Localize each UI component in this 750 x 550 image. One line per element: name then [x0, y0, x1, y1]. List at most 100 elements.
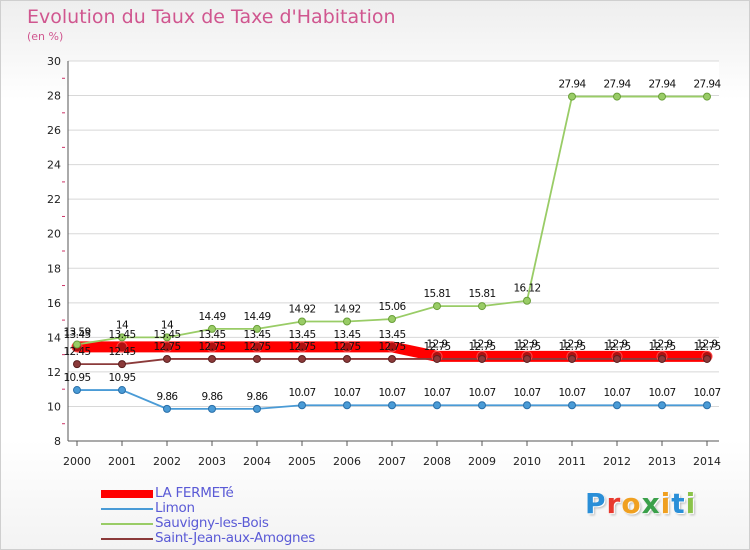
- data-label: 27.94: [693, 79, 721, 91]
- data-point: [343, 317, 351, 326]
- y-tick-label: 18: [47, 262, 61, 275]
- legend-swatch: [101, 523, 153, 525]
- x-tick-label: 2004: [243, 455, 271, 468]
- data-point: [298, 401, 306, 410]
- proxiti-logo: Proxiti: [585, 487, 696, 520]
- data-point: [251, 341, 263, 353]
- data-label: 10.07: [288, 387, 315, 399]
- data-label: 13.45: [63, 329, 90, 341]
- data-label: 13.45: [198, 329, 225, 341]
- data-point: [208, 354, 216, 363]
- data-label: 14.49: [198, 311, 225, 323]
- data-point: [613, 401, 621, 410]
- data-label: 13.45: [108, 329, 135, 341]
- data-label: 15.81: [423, 288, 450, 300]
- data-point: [298, 354, 306, 363]
- data-label: 27.94: [648, 79, 676, 91]
- y-tick-label: 30: [47, 55, 61, 68]
- data-label: 9.86: [157, 391, 179, 403]
- data-point: [568, 92, 576, 101]
- legend-swatch: [101, 538, 153, 540]
- data-point: [163, 333, 171, 342]
- plot-area: [68, 61, 719, 441]
- data-label: 10.95: [108, 372, 135, 384]
- logo-letter: t: [671, 487, 686, 520]
- data-label: 12.75: [198, 341, 225, 353]
- data-label: 12.75: [243, 341, 270, 353]
- data-label: 13.45: [378, 329, 405, 341]
- data-point: [523, 401, 531, 410]
- chart-title: Evolution du Taux de Taxe d'Habitation: [27, 6, 396, 28]
- data-label: 27.94: [558, 79, 586, 91]
- logo-letter: P: [585, 487, 607, 520]
- y-tick-label: 16: [47, 297, 61, 310]
- y-tick-label: 14: [47, 331, 61, 344]
- y-tick-label: 26: [47, 124, 61, 137]
- data-label: 12.9: [607, 338, 628, 350]
- logo-letter: o: [621, 487, 642, 520]
- data-label: 12.75: [648, 341, 675, 353]
- data-label: 12.45: [63, 346, 90, 358]
- data-point: [118, 360, 126, 369]
- data-label: 9.86: [202, 391, 224, 403]
- data-label: 14.92: [333, 303, 360, 315]
- data-label: 14.92: [288, 303, 315, 315]
- data-label: 12.9: [517, 338, 538, 350]
- y-tick-label: 20: [47, 228, 61, 241]
- data-point: [253, 404, 261, 413]
- data-label: 10.07: [378, 387, 405, 399]
- y-tick-label: 24: [47, 159, 61, 172]
- data-point: [433, 302, 441, 311]
- data-point: [73, 340, 81, 349]
- data-point: [73, 360, 81, 369]
- data-label: 12.75: [333, 341, 360, 353]
- data-label: 12.9: [562, 338, 583, 350]
- data-label: 12.75: [558, 341, 585, 353]
- legend-label: Sauvigny-les-Bois: [155, 515, 269, 531]
- y-axis-unit-label: (en %): [27, 30, 64, 43]
- data-label: 13.45: [153, 329, 180, 341]
- data-point: [116, 341, 128, 353]
- data-label: 10.07: [648, 387, 675, 399]
- x-tick-label: 2011: [558, 455, 586, 468]
- logo-letter: i: [660, 487, 672, 520]
- data-label: 12.75: [693, 341, 720, 353]
- y-tick-label: 28: [47, 90, 61, 103]
- data-point: [296, 341, 308, 353]
- data-point: [298, 317, 306, 326]
- data-point: [163, 354, 171, 363]
- data-point: [253, 324, 261, 333]
- data-point: [703, 354, 711, 363]
- data-point: [523, 354, 531, 363]
- x-tick-label: 2002: [153, 455, 181, 468]
- data-label: 12.75: [423, 341, 450, 353]
- data-label: 12.75: [378, 341, 405, 353]
- data-point: [613, 354, 621, 363]
- data-point: [208, 324, 216, 333]
- data-label: 10.95: [63, 372, 90, 384]
- data-label: 12.9: [472, 338, 493, 350]
- x-tick-label: 2010: [513, 455, 541, 468]
- data-point: [568, 401, 576, 410]
- data-point: [206, 341, 218, 353]
- y-tick-label: 10: [47, 400, 61, 413]
- data-point: [658, 354, 666, 363]
- data-point: [478, 401, 486, 410]
- data-label: 13.45: [288, 329, 315, 341]
- data-label: 13.59: [63, 326, 90, 338]
- data-label: 12.9: [427, 338, 448, 350]
- legend-label: LA FERMETé: [155, 485, 234, 501]
- data-label: 12.75: [153, 341, 180, 353]
- data-point: [568, 354, 576, 363]
- data-label: 10.07: [558, 387, 585, 399]
- x-tick-label: 2014: [693, 455, 721, 468]
- data-point: [703, 92, 711, 101]
- data-label: 9.86: [247, 391, 269, 403]
- data-point: [658, 92, 666, 101]
- data-point: [208, 404, 216, 413]
- x-tick-label: 2003: [198, 455, 226, 468]
- data-label: 15.81: [468, 288, 495, 300]
- legend-swatch: [101, 490, 153, 498]
- data-point: [388, 401, 396, 410]
